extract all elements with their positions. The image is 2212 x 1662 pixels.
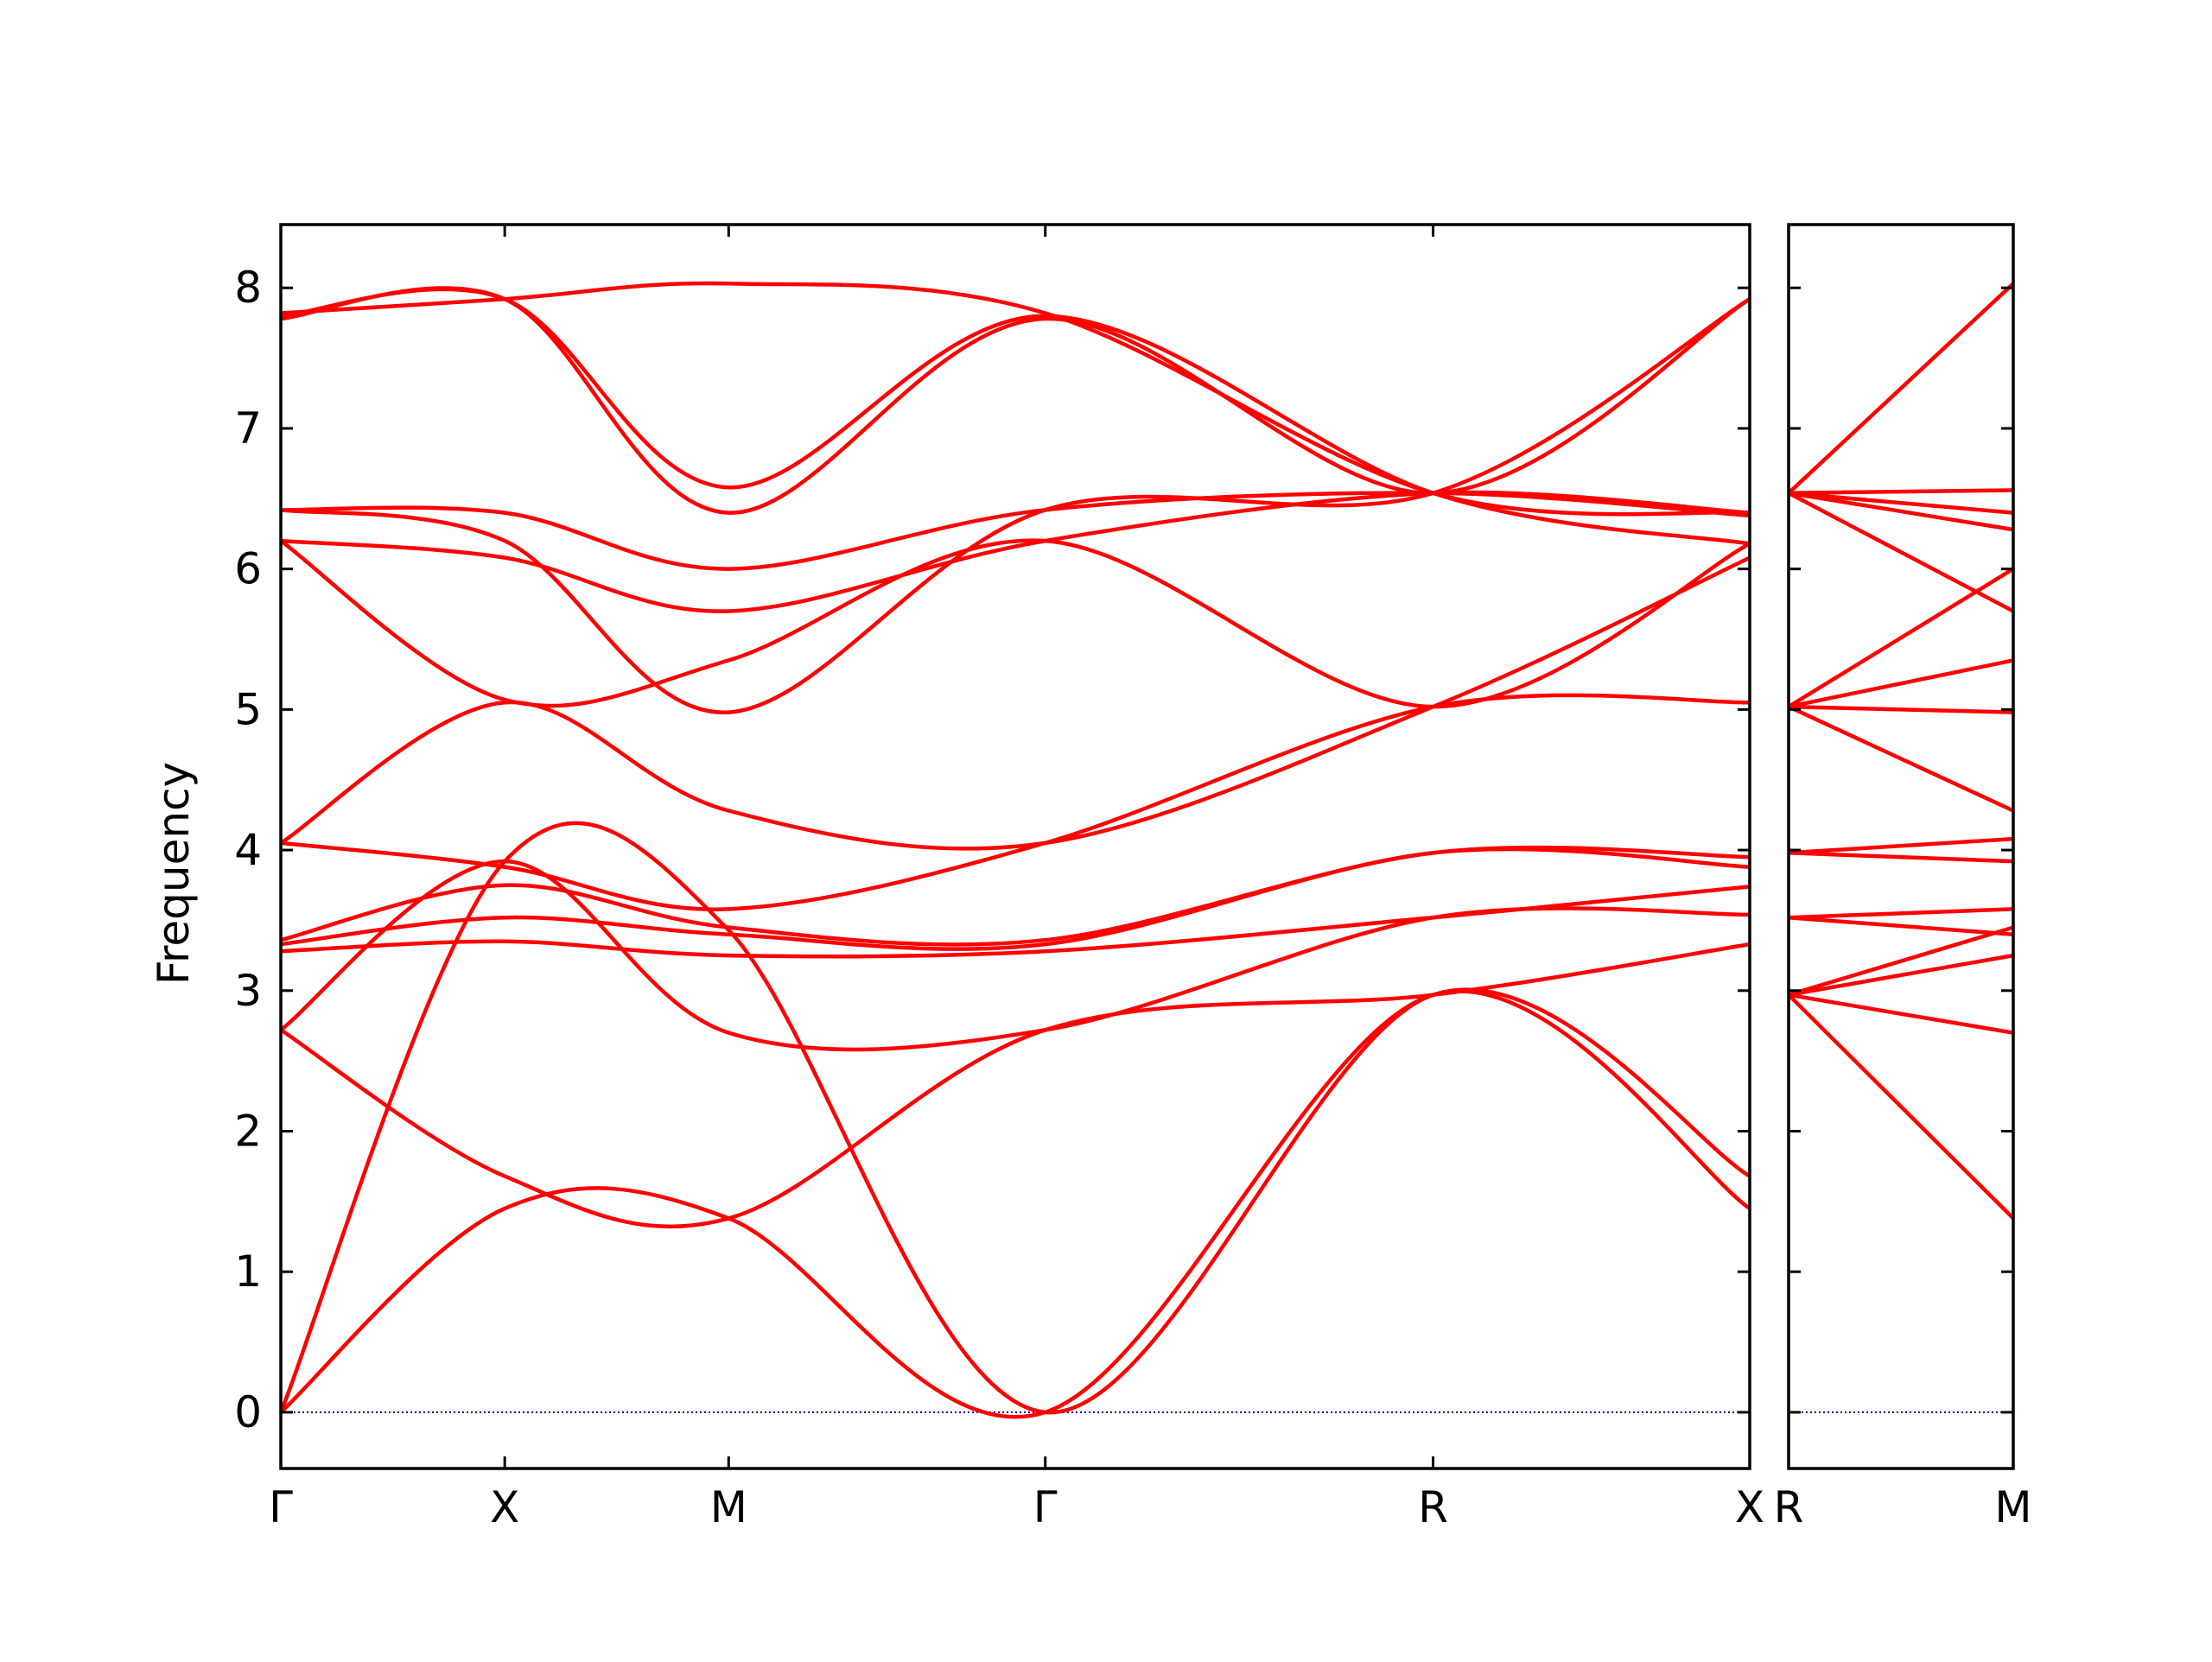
band-line bbox=[279, 555, 1751, 851]
x-tick-label: X bbox=[490, 1482, 519, 1532]
y-tick-label: 0 bbox=[234, 1387, 262, 1437]
band-line bbox=[1788, 491, 2014, 532]
band-line bbox=[1788, 704, 2014, 714]
band-line bbox=[280, 845, 1751, 947]
y-tick-label: 6 bbox=[234, 544, 262, 594]
y-tick-label: 8 bbox=[234, 263, 262, 313]
band-line bbox=[280, 885, 1751, 959]
band-line bbox=[1787, 282, 2015, 495]
band-line bbox=[280, 297, 1751, 714]
x-tick-label: R bbox=[1774, 1482, 1804, 1532]
band-line bbox=[1788, 658, 2014, 709]
y-axis-label: Frequency bbox=[149, 762, 199, 985]
band-line bbox=[280, 693, 1751, 912]
x-tick-label: Γ bbox=[269, 1482, 293, 1532]
band-line bbox=[278, 821, 1751, 1415]
x-tick-label: X bbox=[1735, 1482, 1764, 1532]
band-line bbox=[1788, 851, 2014, 864]
band-line bbox=[280, 490, 1751, 613]
y-tick-label: 4 bbox=[234, 825, 262, 875]
band-line bbox=[1788, 705, 2014, 813]
plot-frame bbox=[279, 223, 1751, 1470]
x-tick-label: M bbox=[710, 1482, 747, 1532]
band-line bbox=[1788, 925, 2014, 997]
band-line bbox=[280, 286, 1751, 515]
y-tick-label: 2 bbox=[234, 1106, 262, 1156]
x-tick-label: M bbox=[1994, 1482, 2031, 1532]
y-tick-label: 7 bbox=[234, 403, 262, 454]
band-line bbox=[1787, 491, 2015, 613]
main-panel: 0 1 2 3 4 5 6 7 8 Γ X M Γ R X bbox=[234, 223, 1764, 1532]
band-line bbox=[1788, 915, 2014, 936]
band-line bbox=[1788, 491, 2014, 515]
band-line bbox=[1788, 953, 2014, 997]
band-line bbox=[1787, 567, 2015, 709]
band-line bbox=[279, 859, 1751, 1052]
band-line bbox=[1788, 993, 2014, 1035]
band-line bbox=[280, 491, 1751, 571]
x-tick-label: Γ bbox=[1033, 1482, 1058, 1532]
x-tick-label: R bbox=[1418, 1482, 1448, 1532]
band-line bbox=[1788, 907, 2014, 920]
band-line bbox=[279, 538, 1751, 709]
band-line bbox=[279, 942, 1751, 1229]
y-tick-label: 1 bbox=[234, 1246, 262, 1297]
band-line bbox=[280, 281, 1751, 517]
band-line bbox=[1788, 836, 2014, 855]
band-line bbox=[279, 989, 1751, 1419]
band-line bbox=[1788, 488, 2014, 496]
y-tick-label: 5 bbox=[234, 684, 262, 734]
y-tick-label: 3 bbox=[234, 966, 262, 1016]
band-line bbox=[1787, 993, 2015, 1220]
plot-frame bbox=[1787, 223, 2015, 1470]
band-line bbox=[280, 287, 1751, 546]
